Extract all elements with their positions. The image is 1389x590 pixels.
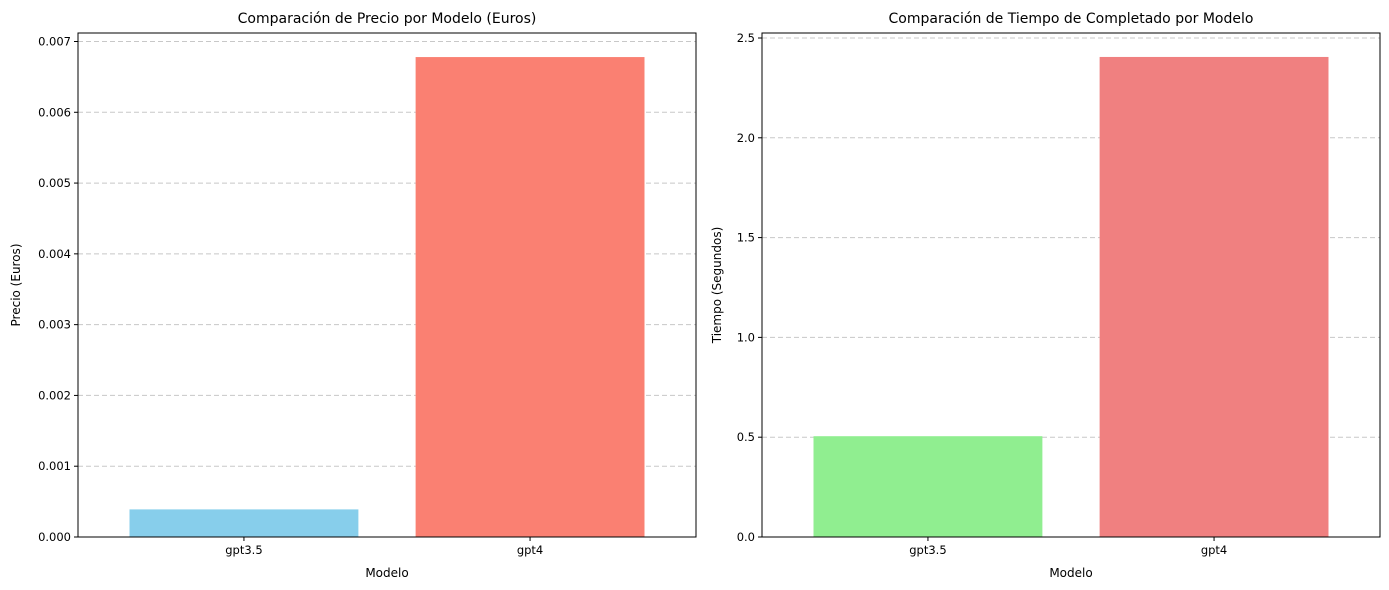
y-tick-label: 2.0 bbox=[737, 131, 755, 145]
y-tick-label: 0.002 bbox=[38, 388, 71, 402]
chart-panel-1: Comparación de Precio por Modelo (Euros)… bbox=[9, 11, 697, 580]
x-tick-label: gpt3.5 bbox=[225, 543, 262, 557]
y-tick-label: 0.003 bbox=[38, 318, 71, 332]
x-tick-label: gpt3.5 bbox=[909, 543, 946, 557]
bar-gpt3-5 bbox=[129, 509, 359, 537]
y-axis-label: Precio (Euros) bbox=[9, 244, 23, 327]
x-tick-label: gpt4 bbox=[1201, 543, 1227, 557]
chart-panel-2: Comparación de Tiempo de Completado por … bbox=[710, 11, 1381, 580]
x-tick-label: gpt4 bbox=[517, 543, 543, 557]
y-tick-label: 0.007 bbox=[38, 34, 71, 48]
chart-title: Comparación de Tiempo de Completado por … bbox=[889, 11, 1254, 27]
x-axis-label: Modelo bbox=[365, 566, 408, 580]
x-axis-label: Modelo bbox=[1049, 566, 1092, 580]
y-tick-label: 0.5 bbox=[737, 430, 755, 444]
y-tick-label: 0.0 bbox=[737, 530, 755, 544]
y-tick-label: 0.005 bbox=[38, 176, 71, 190]
plot-frame bbox=[77, 32, 697, 538]
y-tick-label: 1.0 bbox=[737, 330, 755, 344]
y-tick-label: 0.000 bbox=[38, 530, 71, 544]
y-tick-label: 0.001 bbox=[38, 459, 71, 473]
y-tick-label: 0.004 bbox=[38, 247, 71, 261]
y-tick-label: 0.006 bbox=[38, 105, 71, 119]
chart-title: Comparación de Precio por Modelo (Euros) bbox=[238, 11, 537, 27]
bar-gpt3-5 bbox=[813, 436, 1043, 537]
bar-gpt4 bbox=[1099, 56, 1329, 537]
bar-gpt4 bbox=[415, 57, 645, 538]
plot-frame bbox=[761, 32, 1381, 538]
y-tick-label: 1.5 bbox=[737, 231, 755, 245]
y-tick-label: 2.5 bbox=[737, 31, 755, 45]
y-axis-label: Tiempo (Segundos) bbox=[710, 227, 724, 345]
